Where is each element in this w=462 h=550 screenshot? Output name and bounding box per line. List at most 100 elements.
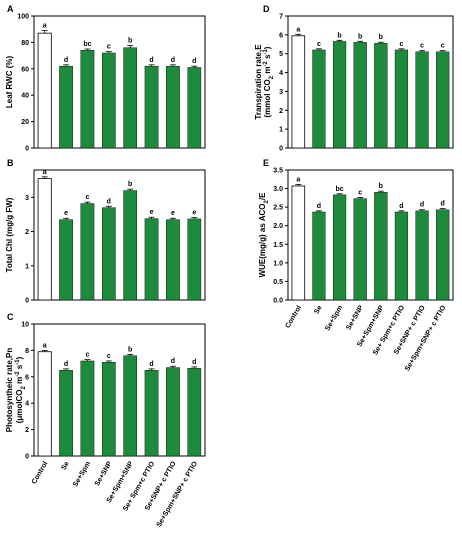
y-axis-label: Total Chl (mg/g FW) <box>5 197 14 272</box>
y-tick-label: 2 <box>25 229 29 236</box>
panel-letter: A <box>7 4 14 14</box>
bar-3 <box>80 360 95 457</box>
y-axis-label: Leaf RWC (%) <box>5 56 14 109</box>
y-tick-label: 4 <box>279 70 283 77</box>
bar-4 <box>101 207 116 301</box>
bar-3 <box>80 50 95 149</box>
x-category-label: Se+SNP <box>94 460 114 487</box>
significance-letter: d <box>64 57 68 64</box>
significance-letter: a <box>296 26 300 33</box>
bar-6 <box>144 370 159 457</box>
y-tick-label: 1.0 <box>273 260 283 267</box>
y-tick-label: 7 <box>279 14 283 21</box>
significance-letter: d <box>399 203 403 210</box>
bar-2 <box>59 219 73 301</box>
significance-letter: c <box>317 41 321 48</box>
y-tick-label: 80 <box>21 40 29 47</box>
bar-6 <box>144 65 159 149</box>
bar-1 <box>291 35 306 149</box>
bar-1 <box>37 351 52 457</box>
significance-letter: b <box>337 32 341 39</box>
significance-letter: a <box>296 176 300 183</box>
bar-4 <box>101 52 116 149</box>
bar-2 <box>59 370 73 457</box>
y-tick-label: 0 <box>25 146 29 153</box>
bar-2 <box>312 211 326 301</box>
bar-3 <box>332 194 347 301</box>
significance-letter: d <box>149 361 153 368</box>
y-tick-label: 0.5 <box>273 279 283 286</box>
x-category-label: Control <box>31 460 50 485</box>
significance-letter: c <box>358 189 362 196</box>
bar-6 <box>394 211 409 301</box>
panel-letter: E <box>263 158 269 168</box>
significance-letter: b <box>379 183 383 190</box>
bar-1 <box>291 185 306 301</box>
y-tick-label: 1 <box>25 263 29 270</box>
y-axis-label: Transpiration rate,E <box>254 44 263 120</box>
bar-5 <box>123 190 138 301</box>
bar-7 <box>166 219 180 301</box>
significance-letter: c <box>441 43 445 50</box>
x-category-label: Se+Spm+SNP+ c PTIO <box>156 460 200 529</box>
bar-1 <box>37 178 52 301</box>
y-tick-label: 3 <box>25 195 29 202</box>
significance-letter: a <box>43 342 47 349</box>
significance-letter: d <box>149 57 153 64</box>
significance-letter: bc <box>83 41 91 48</box>
bar-8 <box>436 51 450 149</box>
bar-2 <box>59 65 73 149</box>
y-tick-label: 2.5 <box>273 205 283 212</box>
significance-letter: d <box>441 201 445 208</box>
significance-letter: e <box>150 209 154 216</box>
bar-4 <box>353 198 367 301</box>
x-category-label: Se+Spm+SNP+ c PTIO <box>404 304 448 373</box>
y-axis-label-units: (μmolCO2 m-2 s-1) <box>15 356 27 423</box>
y-axis-label-units: (mmol CO2 m-2 s-1) <box>263 46 275 117</box>
significance-letter: d <box>64 361 68 368</box>
y-tick-label: 0 <box>279 146 283 153</box>
significance-letter: a <box>43 23 47 30</box>
significance-letter: c <box>399 41 403 48</box>
plot-frame <box>33 15 206 149</box>
y-tick-label: 60 <box>21 66 29 73</box>
y-tick-label: 1 <box>279 127 283 134</box>
significance-letter: d <box>107 198 111 205</box>
y-axis-label: Photosyntheic rate,Pn <box>5 348 14 433</box>
bar-6 <box>394 49 409 149</box>
y-tick-label: 40 <box>21 93 29 100</box>
bar-8 <box>187 368 202 457</box>
bar-7 <box>415 51 429 149</box>
bar-5 <box>374 192 388 301</box>
bar-5 <box>123 355 138 457</box>
significance-letter: c <box>107 44 111 51</box>
y-tick-label: 8 <box>25 348 29 355</box>
x-category-label: Se+Spm <box>324 305 344 333</box>
bar-8 <box>187 218 202 301</box>
y-tick-label: 6 <box>279 32 283 39</box>
bar-7 <box>415 210 429 301</box>
plot-frame <box>33 323 206 457</box>
y-tick-label: 2.0 <box>273 223 283 230</box>
significance-letter: c <box>107 353 111 360</box>
y-tick-label: 1.5 <box>273 242 283 249</box>
panel-letter: B <box>7 158 14 168</box>
significance-letter: bc <box>335 186 343 193</box>
bar-1 <box>37 32 52 149</box>
panel-c: C 0 2 4 6 8 10 Photosyntheic rate,Pn (μmolCO2 m-… <box>5 312 206 461</box>
significance-letter: d <box>171 57 175 64</box>
panel-e: E 0.0 0.5 1.0 1.5 2.0 2.5 3.0 3.5 WUE(mg/g) as AC… <box>258 158 454 305</box>
significance-letter: d <box>192 359 196 366</box>
significance-letter: a <box>43 169 47 176</box>
y-tick-label: 5 <box>279 51 283 58</box>
significance-letter: e <box>171 210 175 217</box>
bar-2 <box>312 49 326 149</box>
bar-3 <box>80 203 95 301</box>
y-tick-label: 0.0 <box>273 298 283 305</box>
significance-letter: e <box>64 210 68 217</box>
significance-letter: e <box>192 210 196 217</box>
panel-d: D 0 1 2 3 4 5 6 7 Transpiration rate,E (mmol CO2 m… <box>254 4 454 153</box>
